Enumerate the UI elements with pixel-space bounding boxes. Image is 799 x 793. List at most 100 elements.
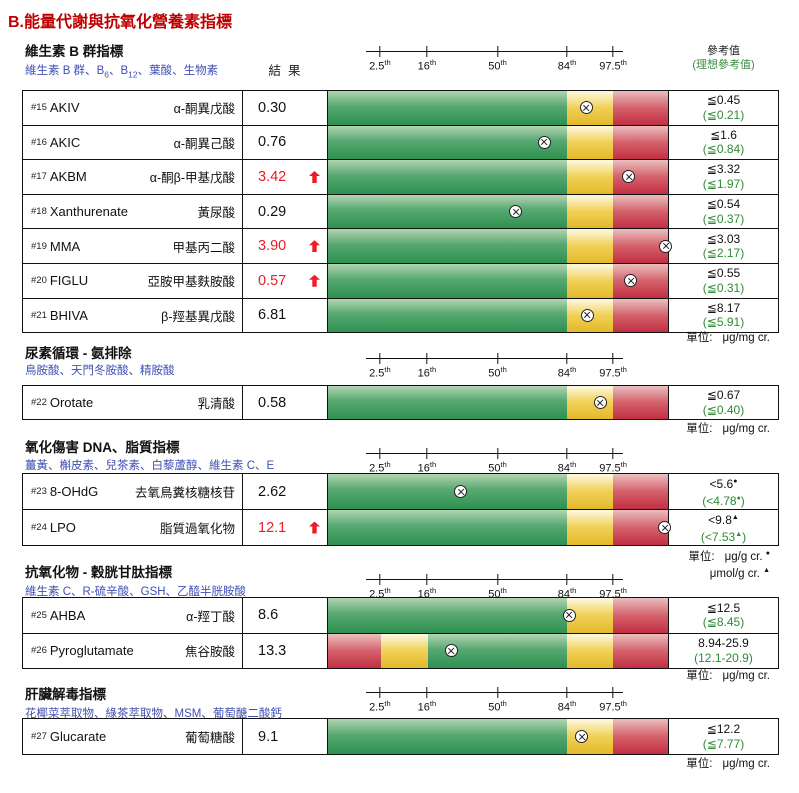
result-cell: 0.76 <box>243 125 328 160</box>
axis-line <box>365 51 624 52</box>
result-cell: 13.3 <box>243 633 328 668</box>
test-name: LPO <box>49 520 76 535</box>
bar-segment-yellow <box>567 263 614 298</box>
unit-value: μg/mg cr. <box>722 670 770 682</box>
test-number: #15 <box>31 102 47 114</box>
test-name-cell: #20 FIGLU 亞胺甲基麩胺酸 <box>23 263 243 298</box>
percentile-bar-cell <box>328 386 669 419</box>
result-cell: 3.42 <box>243 160 328 194</box>
bar-segment-yellow <box>567 719 614 754</box>
percentile-marker-icon <box>580 308 594 322</box>
axis-tick <box>496 687 499 698</box>
table-row: #26 Pyroglutamate 焦谷胺酸 13.3 8.94-25.9 (12.1-2… <box>23 633 778 668</box>
high-arrow-icon <box>309 521 320 534</box>
unit-label: 單位: <box>686 332 713 344</box>
result-value: 8.6 <box>258 607 279 624</box>
reference-value: 8.94-25.9 <box>698 636 749 651</box>
test-name-chinese: α-羥丁酸 <box>186 609 235 624</box>
percentile-bar-cell <box>328 91 669 125</box>
axis-tick <box>426 448 428 459</box>
test-name: FIGLU <box>49 273 89 289</box>
axis-tick <box>426 353 428 364</box>
bar-segment-green <box>328 125 568 160</box>
bar-segment-green <box>328 160 568 194</box>
section-title: 肝臟解毒指標 <box>25 687 106 702</box>
axis-tick-label: 2.5th <box>369 699 391 714</box>
axis-tick <box>496 448 499 459</box>
bar-segment-red <box>613 598 668 633</box>
reference-ideal-value: (12.1-20.9) <box>694 650 753 665</box>
axis-tick <box>566 687 568 698</box>
percentile-marker-icon <box>659 239 673 253</box>
test-name-cell: #23 8-OHdG 去氧鳥糞核糖核苷 <box>23 474 243 509</box>
axis-tick-label: 84th <box>557 699 577 714</box>
axis-tick-label: 84th <box>557 365 577 380</box>
result-value: 13.3 <box>258 642 287 659</box>
test-name-chinese: 葡萄糖酸 <box>184 731 235 745</box>
axis-tick-label: 97.5th <box>599 460 627 475</box>
bar-segment-yellow <box>567 194 614 229</box>
axis-tick-label: 16th <box>417 460 437 475</box>
axis-tick <box>612 687 614 698</box>
bar-segment-yellow <box>380 633 428 668</box>
test-name-cell: #18 Xanthurenate 黃尿酸 <box>23 194 243 229</box>
test-name-cell: #25 AHBA α-羥丁酸 <box>23 598 243 633</box>
test-name-chinese: 脂質過氧化物 <box>159 522 235 536</box>
table-row: #27 Glucarate 葡萄糖酸 9.1 ≦12.2 (≦7.77) <box>23 719 778 754</box>
result-cell: 0.57 <box>243 263 328 298</box>
table-row: #17 AKBM α-酮β-甲基戊酸 3.42 ≦3.32 (≦1.97) <box>23 160 778 195</box>
unit-value: μmol/g cr. ▲ <box>709 566 770 580</box>
unit-value: μg/mg cr. <box>722 758 770 770</box>
axis-tick <box>612 574 614 585</box>
percentile-marker-icon <box>537 135 551 149</box>
percentile-bar-cell <box>328 510 672 545</box>
table-row: #25 AHBA α-羥丁酸 8.6 ≦12.5 (≦8.45) <box>23 598 778 634</box>
result-cell: 9.1 <box>243 719 328 754</box>
test-name: Pyroglutamate <box>49 643 134 659</box>
unit-value: μg/mg cr. <box>722 332 770 344</box>
reference-cell: <9.8▲ (<7.53▲) <box>669 510 778 545</box>
reference-value: ≦0.55 <box>706 266 741 281</box>
test-number: #20 <box>31 275 47 287</box>
results-table: #27 Glucarate 葡萄糖酸 9.1 ≦12.2 (≦7.77) <box>22 718 779 755</box>
percentile-bar-cell <box>328 474 669 509</box>
table-row: #21 BHIVA β-羥基異戊酸 6.81 ≦8.17 (≦5.91) <box>23 298 778 333</box>
unit-label: 單位: <box>686 670 713 682</box>
axis-tick <box>426 687 428 698</box>
bar-segment-green <box>328 510 568 545</box>
section-subtitle: 鳥胺酸、天門冬胺酸、精胺酸 <box>25 365 175 377</box>
bar-segment-green <box>328 91 568 125</box>
bar-segment-red <box>613 474 668 509</box>
percentile-axis: 2.5th 16th 50th 84th 97.5th <box>327 46 668 73</box>
result-cell: 0.58 <box>243 386 328 419</box>
high-arrow-icon <box>309 170 320 183</box>
bar-segment-green <box>328 298 568 333</box>
percentile-bar-cell <box>328 125 669 160</box>
bar-segment-yellow <box>567 229 614 263</box>
percentile-axis: 2.5th 16th 50th 84th 97.5th <box>327 448 668 475</box>
reference-cell: ≦3.32 (≦1.97) <box>669 160 778 194</box>
section-title: 維生素 B 群指標 <box>25 44 124 59</box>
axis-tick-label: 50th <box>488 365 507 380</box>
test-name-cell: #16 AKIC α-酮異己酸 <box>23 125 243 160</box>
result-cell: 6.81 <box>243 298 328 333</box>
table-row: #22 Orotate 乳清酸 0.58 ≦0.67 (≦0.40) <box>23 386 778 419</box>
test-name: Xanthurenate <box>49 204 128 220</box>
result-value: 0.29 <box>258 203 287 220</box>
bar-segment-red <box>613 194 668 229</box>
bar-segment-green <box>328 194 568 229</box>
section-subtitle: 維生素 C、R-硫辛酸、GSH、乙醯半胱胺酸 <box>25 586 247 598</box>
test-number: #27 <box>31 731 47 742</box>
axis-tick <box>612 353 614 364</box>
result-value: 0.76 <box>258 134 287 151</box>
reference-value: ≦12.2 <box>706 722 741 736</box>
reference-ideal-value: (≦7.77) <box>702 736 745 751</box>
section-subtitle: 花椰菜萃取物、綠茶萃取物、MSM、葡萄醣二酸鈣 <box>25 708 282 720</box>
test-number: #23 <box>31 486 47 497</box>
reference-header-line2: (理想參考值) <box>692 59 755 71</box>
axis-tick <box>496 353 499 364</box>
test-name-cell: #24 LPO 脂質過氧化物 <box>23 510 243 545</box>
reference-cell: ≦0.54 (≦0.37) <box>669 195 778 229</box>
unit-note: 單位: μg/mg cr. <box>470 422 770 436</box>
